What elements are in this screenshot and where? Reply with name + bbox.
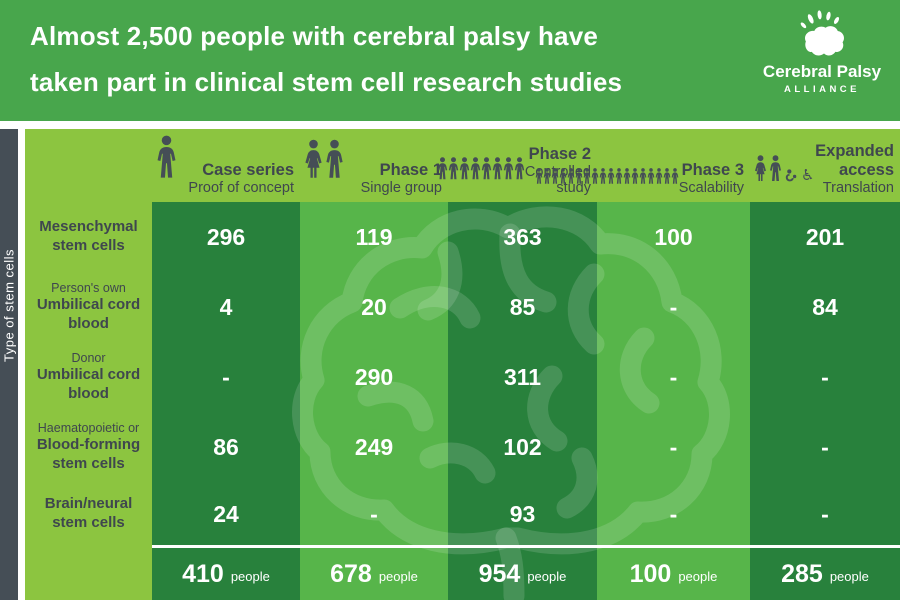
column-header-expanded-access: ♿ Expanded access Translation	[750, 129, 900, 202]
table-cell: -	[669, 500, 678, 527]
table-cell: 93	[509, 500, 536, 527]
table-cell: 20	[361, 293, 387, 320]
column-label: Phase 2	[528, 144, 591, 163]
table-cell: -	[370, 500, 378, 527]
crowd-8-people-icon	[437, 157, 525, 181]
table-cell: -	[821, 433, 829, 460]
table-cell: 85	[509, 293, 536, 320]
baby-icon	[784, 168, 799, 183]
column-header-phase-2: Phase 2 Controlled study	[448, 129, 597, 202]
table-cell: 100	[654, 223, 693, 250]
table-cell: -	[821, 500, 829, 527]
column-phase-2: 363 85 311 102 93 954 people	[448, 202, 597, 600]
table-cell: 24	[213, 500, 239, 527]
table-cell: 102	[503, 433, 542, 460]
table-cell: -	[669, 293, 678, 320]
two-people-icon	[304, 139, 344, 181]
column-header-phase-1: Phase 1 Single group	[300, 129, 448, 202]
table-cell: -	[222, 363, 230, 390]
woman-man-baby-wheelchair-icon: ♿	[754, 155, 814, 183]
table-cell: 290	[354, 363, 394, 390]
title-line-2: taken part in clinical stem cell researc…	[30, 67, 623, 97]
table-cell: 201	[805, 223, 845, 250]
column-header-phase-3: Phase 3 Scalability	[597, 129, 750, 202]
wheelchair-icon: ♿	[801, 166, 815, 184]
cerebral-palsy-alliance-logo: Cerebral Palsy ALLIANCE	[754, 10, 890, 95]
column-total: 285 people	[781, 559, 869, 588]
column-phase-3: 100 - - - - 100 people	[597, 202, 750, 600]
column-expanded-access: 201 84 - - - 285 people	[750, 202, 900, 600]
row-axis-label: Type of stem cells	[1, 248, 17, 362]
table-cell: 4	[219, 293, 233, 320]
column-sublabel: Translation	[822, 180, 894, 197]
row-label-brain-neural: Brain/neural stem cells	[44, 495, 133, 531]
title-line-1: Almost 2,500 people with cerebral palsy …	[30, 21, 599, 51]
table-cell: 86	[213, 433, 239, 460]
table-cell: 84	[812, 293, 838, 320]
column-phase-1: 119 20 290 249 - 678 people	[300, 202, 448, 600]
paint-splat-australia-icon	[800, 10, 845, 56]
column-total: 678 people	[330, 559, 418, 588]
column-label: Phase 1	[379, 161, 442, 180]
column-label: Expanded access	[815, 142, 894, 180]
page-title: Almost 2,500 people with cerebral palsy …	[30, 13, 622, 105]
totals-separator-line	[152, 545, 900, 548]
column-sublabel: Scalability	[678, 180, 744, 197]
row-label-blood-forming: Haematopoietic or Blood-forming stem cel…	[36, 420, 141, 472]
column-sublabel: Proof of concept	[188, 180, 294, 197]
logo-name: Cerebral Palsy	[762, 62, 882, 81]
table-cell: 311	[503, 363, 542, 390]
row-label-mesenchymal: Mesenchymal stem cells	[39, 218, 138, 254]
table-cell: -	[669, 433, 678, 460]
row-label-own-cord-blood: Person's own Umbilical cord blood	[36, 280, 141, 332]
logo-subname: ALLIANCE	[783, 84, 861, 95]
table-cell: 249	[354, 433, 394, 460]
column-total: 954 people	[478, 559, 567, 588]
table-cell: 296	[206, 223, 246, 250]
crowd-18-people-icon	[535, 168, 679, 185]
column-label: Case series	[202, 161, 294, 180]
man-icon	[769, 155, 782, 183]
left-axis-bar	[0, 129, 18, 600]
row-label-donor-cord-blood: Donor Umbilical cord blood	[36, 350, 141, 402]
table-cell: -	[821, 363, 829, 390]
woman-icon	[754, 155, 767, 183]
column-total: 100 people	[629, 559, 718, 588]
column-sublabel: Single group	[360, 180, 442, 197]
column-header-case-series: Case series Proof of concept	[152, 129, 300, 202]
header-band: Almost 2,500 people with cerebral palsy …	[0, 0, 900, 125]
column-case-series: 296 4 - 86 24 410 people	[152, 202, 300, 600]
row-labels: Mesenchymal stem cells Person's own Umbi…	[25, 202, 152, 600]
column-label: Phase 3	[681, 161, 744, 180]
single-person-icon	[156, 135, 177, 181]
table-cell: -	[669, 363, 678, 390]
table-cell: 119	[355, 223, 393, 250]
column-total: 410 people	[182, 559, 270, 588]
table-cell: 363	[503, 223, 542, 250]
